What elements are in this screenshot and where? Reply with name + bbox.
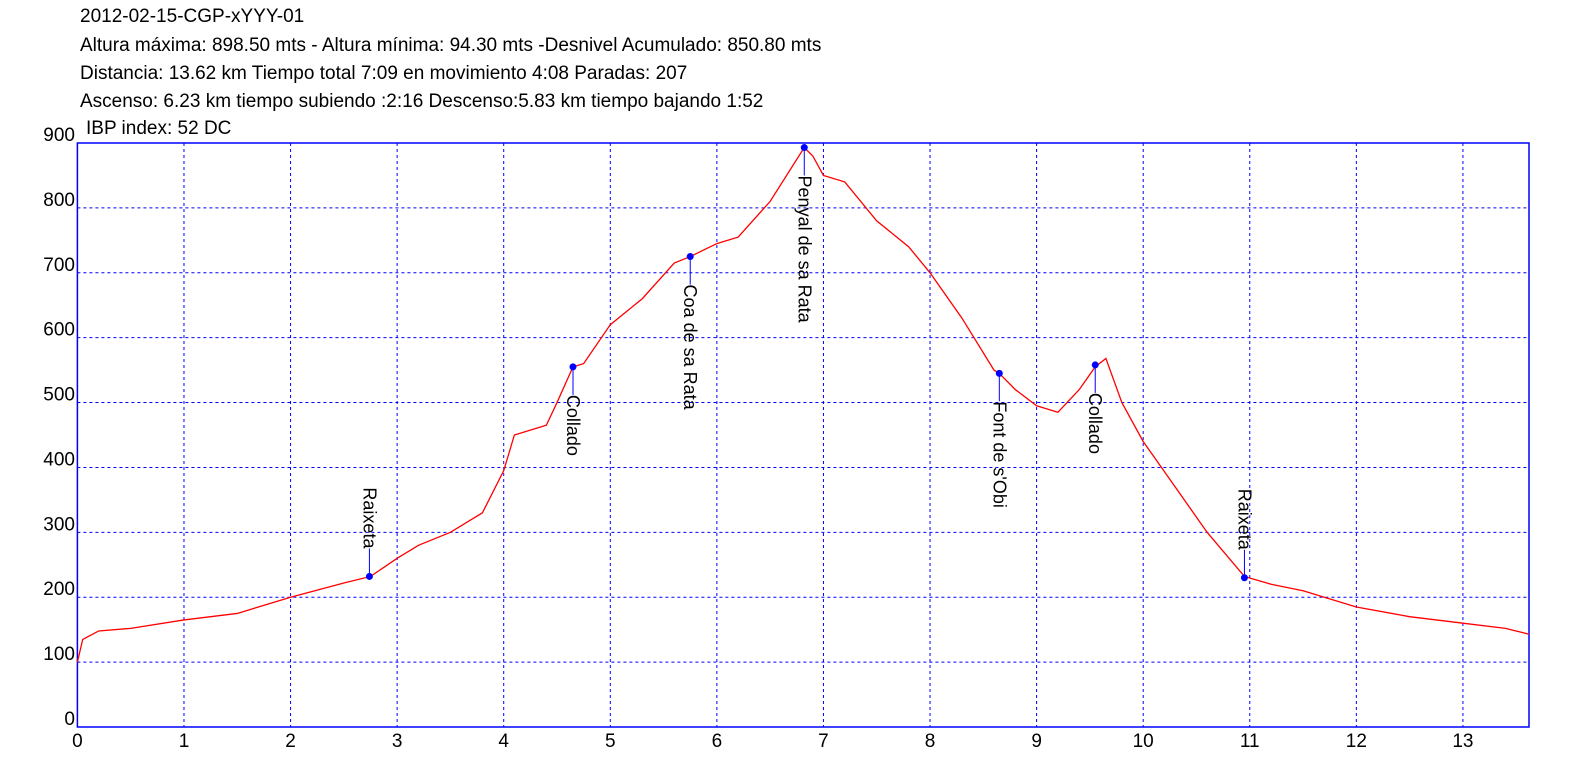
x-tick-label: 0 xyxy=(72,731,83,752)
y-tick-label: 400 xyxy=(43,449,75,470)
marker-label: Raixeta xyxy=(1234,489,1254,551)
y-tick-label: 100 xyxy=(43,644,75,665)
marker-label: Coa de sa Rata xyxy=(680,285,700,411)
x-tick-label: 12 xyxy=(1346,731,1367,752)
x-tick-label: 4 xyxy=(498,731,509,752)
y-tick-label: 500 xyxy=(43,385,75,406)
x-tick-label: 1 xyxy=(179,731,190,752)
x-tick-label: 10 xyxy=(1133,731,1154,752)
y-tick-label: 600 xyxy=(43,320,75,341)
x-tick-label: 8 xyxy=(925,731,936,752)
marker-label: Collado xyxy=(563,395,583,456)
chart-title: 2012-02-15-CGP-xYYY-01 xyxy=(80,6,304,27)
y-tick-label: 200 xyxy=(43,579,75,600)
y-tick-label: 0 xyxy=(64,709,75,730)
marker-label: Collado xyxy=(1085,393,1105,454)
y-tick-label: 900 xyxy=(43,125,75,146)
marker-label: Penyal de sa Rata xyxy=(794,176,814,324)
x-tick-label: 6 xyxy=(712,731,723,752)
marker-point xyxy=(686,253,694,261)
x-tick-label: 13 xyxy=(1452,731,1473,752)
x-tick-label: 9 xyxy=(1031,731,1042,752)
x-tick-label: 7 xyxy=(818,731,829,752)
subtitle-line: IBP index: 52 DC xyxy=(86,118,231,139)
marker-point xyxy=(800,144,808,152)
marker-point xyxy=(1091,361,1099,369)
x-tick-label: 11 xyxy=(1240,731,1260,752)
marker-point xyxy=(365,572,373,580)
y-tick-label: 300 xyxy=(43,514,75,535)
elevation-line xyxy=(76,146,1530,663)
y-tick-label: 700 xyxy=(43,255,75,276)
marker-point xyxy=(1240,574,1248,582)
marker-point xyxy=(569,363,577,371)
subtitle-line: Altura máxima: 898.50 mts - Altura mínim… xyxy=(80,35,821,56)
subtitle-line: Distancia: 13.62 km Tiempo total 7:09 en… xyxy=(80,63,687,84)
x-tick-label: 2 xyxy=(285,731,296,752)
subtitle-line: Ascenso: 6.23 km tiempo subiendo :2:16 D… xyxy=(80,91,763,112)
marker-point xyxy=(995,369,1003,377)
x-tick-label: 3 xyxy=(392,731,403,752)
plot-frame xyxy=(76,142,1530,728)
x-tick-label: 5 xyxy=(605,731,616,752)
marker-label: Font de s'Obi xyxy=(989,401,1009,508)
y-tick-label: 800 xyxy=(43,190,75,211)
marker-label: Raixeta xyxy=(359,487,379,549)
